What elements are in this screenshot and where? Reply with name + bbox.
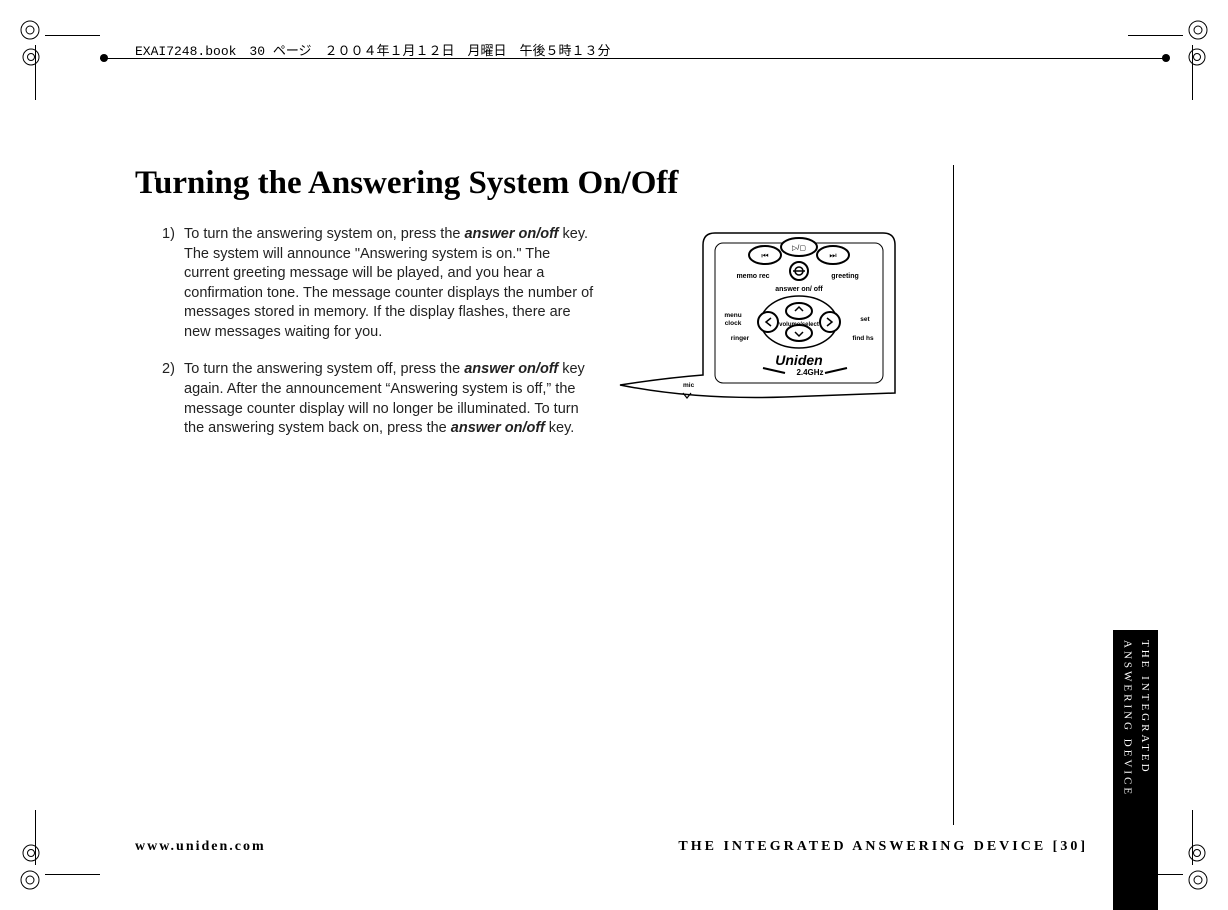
- crop-mark-icon: [1188, 870, 1208, 890]
- svg-text:ringer: ringer: [731, 335, 750, 342]
- svg-text:⏭: ⏭: [829, 251, 836, 260]
- footer-section-page: THE INTEGRATED ANSWERING DEVICE [30]: [678, 839, 1088, 855]
- header-rule: [100, 58, 1168, 59]
- svg-text:⏮: ⏮: [761, 251, 768, 260]
- step-2: 2) To turn the answering system off, pre…: [162, 360, 597, 438]
- svg-text:answer on/ off: answer on/ off: [775, 286, 823, 293]
- page-title: Turning the Answering System On/Off: [135, 165, 678, 202]
- crop-mark-icon: [1188, 48, 1206, 66]
- svg-text:find hs: find hs: [852, 335, 874, 342]
- step-1: 1) To turn the answering system on, pres…: [162, 225, 597, 342]
- document-meta-header: EXAI7248.book 30 ページ ２００４年１月１２日 月曜日 午後５時…: [135, 40, 611, 59]
- crop-line: [45, 874, 100, 875]
- vertical-divider: [953, 165, 954, 825]
- crop-mark-icon: [22, 844, 40, 862]
- svg-text:set: set: [860, 316, 870, 323]
- header-dot-icon: [100, 54, 108, 62]
- step-number: 1): [162, 225, 184, 342]
- crop-line: [45, 35, 100, 36]
- crop-mark-icon: [20, 870, 40, 890]
- crop-mark-icon: [1188, 20, 1208, 40]
- key-label: answer on/off: [464, 226, 558, 242]
- svg-text:menu: menu: [724, 312, 741, 319]
- crop-mark-icon: [20, 20, 40, 40]
- step-number: 2): [162, 360, 184, 438]
- svg-text:mic: mic: [683, 382, 695, 389]
- memo-rec-label: memo rec: [736, 273, 769, 280]
- svg-text:volume/select: volume/select: [779, 322, 819, 328]
- key-label: answer on/off: [451, 420, 545, 436]
- section-tab-label: THE INTEGRATED ANSWERING DEVICE: [1113, 640, 1158, 835]
- header-dot-icon: [1162, 54, 1170, 62]
- svg-text:Uniden: Uniden: [775, 352, 822, 368]
- crop-mark-icon: [1188, 844, 1206, 862]
- svg-text:clock: clock: [725, 320, 742, 327]
- footer-url: www.uniden.com: [135, 839, 266, 855]
- svg-text:▷/▢: ▷/▢: [792, 245, 806, 252]
- step-text: To turn the answering system off, press …: [184, 360, 597, 438]
- svg-text:greeting: greeting: [831, 273, 859, 280]
- crop-mark-icon: [22, 48, 40, 66]
- svg-text:2.4GHz: 2.4GHz: [796, 368, 823, 377]
- key-label: answer on/off: [464, 361, 558, 377]
- step-text: To turn the answering system on, press t…: [184, 225, 597, 342]
- crop-line: [1128, 35, 1183, 36]
- device-illustration: ⏮ ▷/▢ ⏭ memo rec greeting answer on/ off…: [615, 225, 935, 425]
- instruction-body: 1) To turn the answering system on, pres…: [162, 225, 597, 457]
